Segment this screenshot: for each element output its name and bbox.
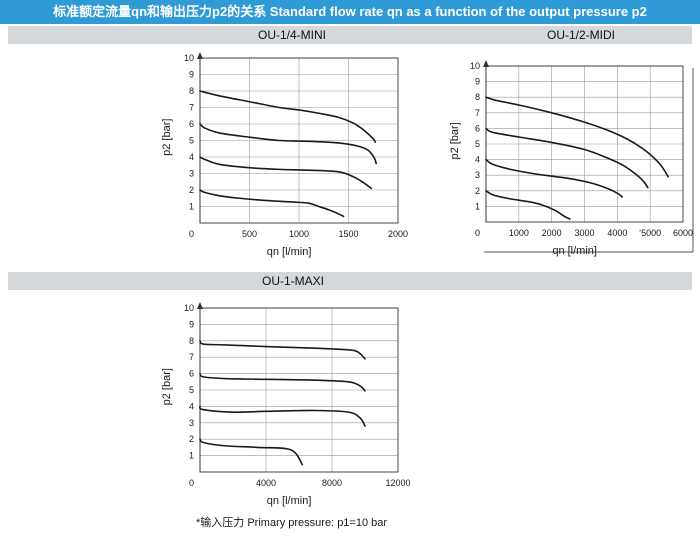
- y-tick-label: 9: [189, 70, 194, 80]
- y-axis-arrow: [197, 52, 203, 59]
- y-axis-arrow: [197, 302, 203, 309]
- y-axis-label: p2 [bar]: [161, 368, 173, 405]
- x-axis-label: qn [l/min]: [267, 246, 312, 258]
- y-tick-label: 1: [189, 202, 194, 212]
- y-tick-label: 1: [189, 451, 194, 461]
- chart-title-mini: OU-1/4-MINI: [258, 28, 327, 42]
- chart-ou-midi: 1 2 3 4 5 6 7 8 9 10 0 1000 2000 3000 4000 ‘5000 6000 qn …: [449, 60, 694, 257]
- x-tick-label: 6000: [673, 228, 693, 238]
- y-tick-label: 5: [475, 139, 480, 149]
- y-tick-label: 6: [189, 369, 194, 379]
- x-tick-label: 2000: [388, 229, 408, 239]
- x-tick-label: 1000: [509, 228, 529, 238]
- y-axis-label: p2 [bar]: [449, 122, 461, 159]
- chart-title-maxi: OU-1-MAXI: [262, 274, 325, 288]
- y-tick-label: 3: [189, 418, 194, 428]
- series-line-1: [199, 90, 377, 143]
- series-line-3: [199, 156, 373, 190]
- section-bar-bottom: [8, 272, 692, 290]
- y-tick-label: 4: [189, 152, 194, 162]
- x-tick-label: 3000: [574, 228, 594, 238]
- y-axis-arrow: [483, 60, 489, 67]
- y-tick-label: 9: [189, 319, 194, 329]
- x-tick-label: 0: [475, 228, 480, 238]
- series-line-2: [199, 372, 366, 392]
- x-tick-label: 8000: [322, 478, 342, 488]
- x-axis-label: qn [l/min]: [552, 245, 597, 257]
- x-tick-label: 0: [189, 229, 194, 239]
- y-tick-label: 5: [189, 385, 194, 395]
- series-line-4: [199, 438, 304, 466]
- y-tick-label: 3: [475, 170, 480, 180]
- y-tick-label: 1: [475, 201, 480, 211]
- chart-ou-maxi: 1 2 3 4 5 6 7 8 9 10 0 4000 8000 12000 qn [l/min] p2 [b…: [161, 302, 411, 507]
- y-tick-label: 6: [475, 123, 480, 133]
- y-tick-label: 8: [475, 92, 480, 102]
- y-tick-label: 6: [189, 119, 194, 129]
- x-tick-label: 500: [242, 229, 257, 239]
- x-tick-label: 4000: [607, 228, 627, 238]
- x-tick-label: 4000: [256, 478, 276, 488]
- series-line-3: [198, 405, 366, 427]
- series-line-2: [199, 123, 378, 165]
- y-tick-label: 10: [184, 53, 194, 63]
- chart-ou-mini: 1 2 3 4 5 6 7 8 9 10 0 500 1000 1500 2000 qn [l/min] p2 …: [161, 52, 408, 258]
- y-tick-label: 8: [189, 336, 194, 346]
- x-tick-label: 1000: [289, 229, 309, 239]
- series-line-1: [485, 96, 670, 178]
- x-tick-label: 2000: [542, 228, 562, 238]
- y-tick-label: 10: [470, 61, 480, 71]
- x-axis-label: qn [l/min]: [267, 495, 312, 507]
- y-tick-label: 7: [189, 352, 194, 362]
- header-title: 标准额定流量qn和输出压力p2的关系 Standard flow rate qn…: [0, 0, 700, 24]
- x-tick-label: 1500: [338, 229, 358, 239]
- series-line-2: [485, 127, 649, 189]
- y-tick-label: 4: [189, 401, 194, 411]
- y-tick-label: 3: [189, 169, 194, 179]
- y-axis-label: p2 [bar]: [161, 119, 173, 156]
- y-tick-label: 2: [475, 186, 480, 196]
- chart-title-midi: OU-1/2-MIDI: [547, 28, 616, 42]
- series-line-3: [485, 158, 624, 198]
- y-tick-label: 7: [189, 103, 194, 113]
- section-bar-top: [8, 26, 692, 44]
- y-tick-label: 10: [184, 303, 194, 313]
- footnote: *输入压力 Primary pressure: p1=10 bar: [196, 517, 388, 529]
- x-tick-label: ‘5000: [639, 228, 661, 238]
- y-tick-label: 8: [189, 86, 194, 96]
- y-tick-label: 4: [475, 155, 480, 165]
- series-line-4: [199, 189, 345, 218]
- series-line-1: [199, 340, 366, 360]
- y-tick-label: 2: [189, 434, 194, 444]
- y-tick-label: 7: [475, 108, 480, 118]
- x-tick-label: 12000: [385, 478, 410, 488]
- y-tick-label: 2: [189, 185, 194, 195]
- x-tick-label: 0: [189, 478, 194, 488]
- series-line-4: [485, 190, 571, 220]
- y-tick-label: 9: [475, 77, 480, 87]
- y-tick-label: 5: [189, 136, 194, 146]
